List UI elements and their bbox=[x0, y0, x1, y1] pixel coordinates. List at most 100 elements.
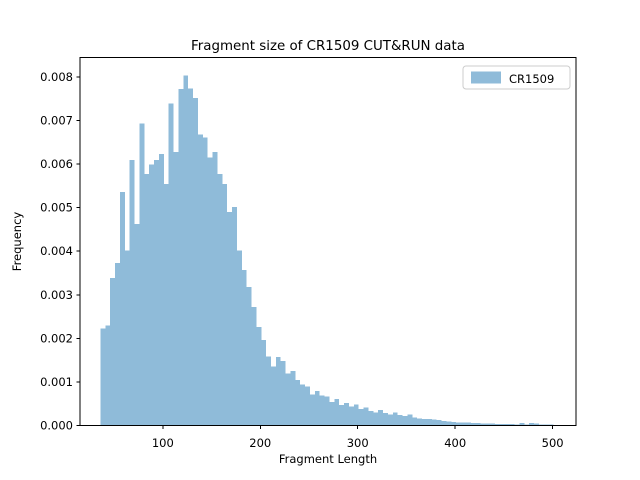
histogram-bar bbox=[197, 134, 203, 426]
x-tick-label: 500 bbox=[542, 436, 564, 450]
histogram-bar bbox=[129, 159, 135, 426]
histogram-bar bbox=[144, 173, 150, 426]
histogram-bar bbox=[534, 423, 539, 426]
x-tick-label: 300 bbox=[347, 436, 369, 450]
histogram-bar bbox=[261, 340, 267, 426]
histogram-bar bbox=[407, 414, 413, 426]
histogram-bar bbox=[280, 360, 286, 426]
histogram-bar bbox=[387, 414, 393, 426]
histogram-bar bbox=[353, 404, 359, 426]
histogram-bar bbox=[509, 423, 515, 426]
x-tick-label: 400 bbox=[444, 436, 466, 450]
histogram-bar bbox=[504, 423, 510, 426]
histogram-bar bbox=[446, 421, 452, 426]
histogram-bar bbox=[178, 88, 184, 426]
histogram-bar bbox=[222, 183, 228, 426]
histogram-bar bbox=[344, 403, 349, 426]
histogram-bar bbox=[134, 223, 140, 426]
histogram-bar bbox=[295, 380, 301, 426]
histogram-bar bbox=[383, 413, 388, 426]
histogram-bar bbox=[334, 399, 340, 426]
histogram-bar bbox=[309, 394, 315, 426]
histogram-bar bbox=[499, 423, 505, 426]
histogram-bar bbox=[163, 183, 169, 426]
y-tick-label: 0.008 bbox=[40, 70, 73, 84]
histogram-bar bbox=[373, 412, 379, 426]
histogram-bar bbox=[115, 262, 120, 426]
histogram-bar bbox=[431, 419, 437, 426]
histogram-bar bbox=[188, 88, 194, 426]
histogram-bar bbox=[470, 423, 476, 426]
y-tick-label: 0.001 bbox=[40, 375, 73, 389]
histogram-bar bbox=[451, 421, 457, 426]
y-tick-label: 0.003 bbox=[40, 288, 73, 302]
histogram-bar bbox=[529, 423, 535, 426]
axes-spine bbox=[79, 57, 577, 426]
legend: CR1509 bbox=[462, 65, 571, 90]
histogram-bar bbox=[193, 98, 198, 426]
histogram-bar bbox=[461, 422, 466, 426]
histogram-bar bbox=[417, 418, 423, 426]
histogram-bar bbox=[490, 423, 496, 426]
histogram-bar bbox=[339, 404, 345, 426]
y-tick-label: 0.002 bbox=[40, 331, 73, 345]
histogram-bar bbox=[314, 390, 320, 426]
histogram-bar bbox=[158, 154, 164, 426]
chart-title: Fragment size of CR1509 CUT&RUN data bbox=[191, 39, 465, 54]
histogram-bar bbox=[426, 419, 432, 426]
histogram-bar bbox=[441, 420, 447, 426]
x-tick-label: 200 bbox=[249, 436, 271, 450]
histogram-bar bbox=[436, 420, 442, 426]
histogram-bar bbox=[139, 123, 145, 426]
histogram-bar bbox=[154, 159, 159, 426]
histogram-bar bbox=[202, 137, 208, 426]
histogram-bar bbox=[412, 417, 418, 426]
histogram-bar bbox=[319, 395, 325, 426]
axis-ticks bbox=[76, 76, 554, 429]
histogram-bar bbox=[456, 422, 462, 426]
histogram-bar bbox=[168, 103, 174, 426]
histogram-bar bbox=[110, 277, 116, 426]
y-tick-label: 0.004 bbox=[40, 244, 73, 258]
histogram-bar bbox=[422, 418, 427, 426]
axis-tick-labels: 100 200 300 400 500 0.000 0.001 0.002 0.003 0.004… bbox=[40, 70, 564, 450]
histogram-bar bbox=[300, 384, 306, 426]
x-axis-label: Fragment Length bbox=[279, 452, 377, 466]
histogram-bar bbox=[378, 410, 384, 426]
histogram-bar bbox=[519, 423, 525, 426]
histogram-bar bbox=[402, 416, 408, 426]
histogram-bar bbox=[495, 423, 500, 426]
histogram-bar bbox=[329, 401, 335, 426]
histogram-bar bbox=[465, 422, 471, 426]
histogram-bar bbox=[290, 370, 296, 426]
histogram-bars bbox=[100, 75, 554, 426]
histogram-bar bbox=[480, 423, 486, 426]
histogram-bar bbox=[149, 164, 155, 426]
histogram-bar bbox=[217, 173, 223, 426]
histogram-bar bbox=[251, 306, 257, 426]
histogram-bar bbox=[285, 373, 291, 426]
histogram-bar bbox=[119, 192, 125, 426]
y-tick-label: 0.007 bbox=[40, 114, 73, 128]
histogram-bar bbox=[227, 212, 233, 426]
histogram-bar bbox=[105, 325, 111, 426]
histogram-bar bbox=[173, 152, 179, 426]
histogram-bar bbox=[232, 206, 237, 426]
histogram-bar bbox=[124, 250, 130, 426]
histogram-bar bbox=[207, 157, 213, 426]
histogram-bar bbox=[368, 410, 374, 426]
histogram-bar bbox=[397, 414, 403, 426]
histogram-bar bbox=[392, 412, 398, 426]
histogram-bar bbox=[241, 269, 247, 426]
histogram-bar bbox=[363, 407, 369, 426]
y-tick-label: 0.005 bbox=[40, 201, 73, 215]
histogram-bar bbox=[348, 406, 354, 426]
y-tick-label: 0.006 bbox=[40, 157, 73, 171]
histogram-bar bbox=[212, 152, 218, 426]
histogram-bar bbox=[275, 356, 281, 426]
y-tick-label: 0.000 bbox=[40, 418, 73, 432]
histogram-bar bbox=[100, 328, 106, 426]
histogram-bar bbox=[246, 286, 252, 426]
